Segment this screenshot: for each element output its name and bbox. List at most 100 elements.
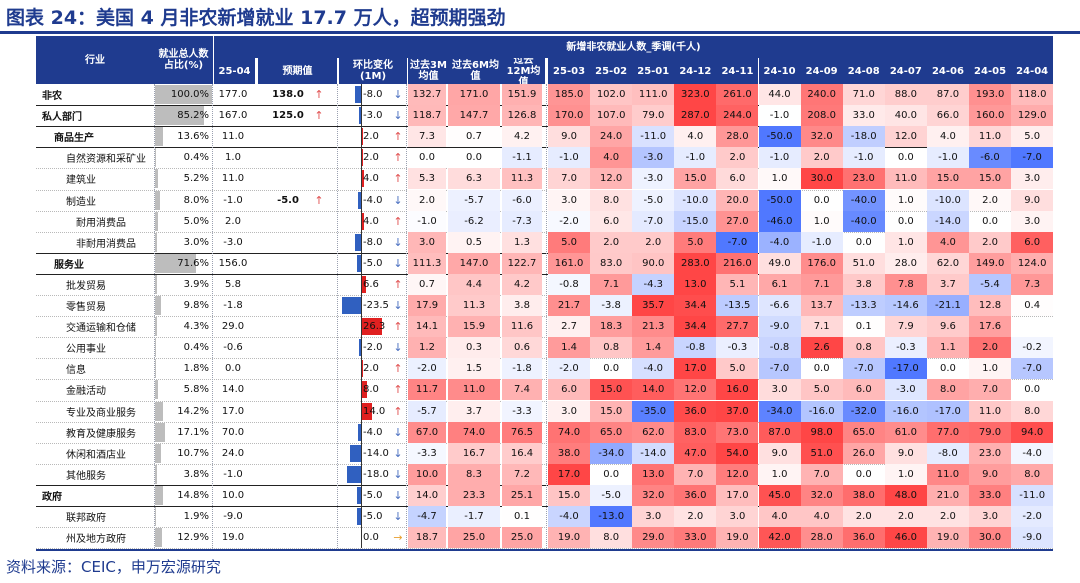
forecast-arrow	[312, 274, 326, 295]
forecast-value	[268, 506, 308, 527]
mom-bar	[357, 191, 361, 209]
share-value: 3.8%	[183, 468, 209, 480]
month-value: 129.0	[1011, 105, 1054, 127]
month-value: 32.0	[632, 484, 675, 506]
actual-value: -9.0	[223, 511, 243, 523]
share-value: 13.6%	[177, 131, 209, 143]
header-mom: 环比变化 (1M)	[339, 58, 407, 84]
employment-table: 行业 就业总人数占比(%) 新增非农就业人数_季调(千人) 25-04 预期值 环比变化 …	[36, 36, 1054, 552]
share-value: 8.0%	[183, 194, 209, 206]
avg6-value: -5.7	[448, 189, 500, 211]
mom-arrow: ↓	[393, 88, 403, 102]
mom-arrow: ↓	[393, 341, 403, 355]
month-value: -50.0	[758, 189, 801, 211]
month-value: 3.8	[842, 273, 885, 295]
forecast-arrow	[312, 443, 326, 464]
avg6-value: 74.0	[448, 421, 500, 443]
forecast-arrow	[312, 316, 326, 337]
mom-arrow: ↑	[393, 277, 403, 291]
forecast-arrow	[312, 211, 326, 232]
month-value: 6.0	[548, 379, 591, 401]
month-value: -40.0	[842, 189, 885, 211]
month-value: -3.0	[884, 379, 927, 401]
avg12-value: 3.8	[502, 295, 542, 317]
mom-arrow: ↑	[393, 130, 403, 144]
header-month: 24-09	[800, 58, 843, 84]
row-divider	[36, 548, 1053, 550]
header-group: 新增非农就业人数_季调(千人)	[214, 36, 1053, 58]
share-bar	[155, 528, 163, 548]
mom-arrow: ↓	[393, 467, 403, 481]
month-value: 3.7	[926, 273, 969, 295]
month-value: 7.3	[1011, 273, 1054, 295]
mom-arrow: ↑	[393, 404, 403, 418]
month-value: 62.0	[926, 252, 969, 274]
mom-value: -2.0	[363, 342, 383, 354]
avg6-value: -6.2	[448, 210, 500, 232]
month-value: 3.0	[1011, 168, 1054, 190]
mom-value: -5.0	[363, 489, 383, 501]
header-actual: 25-04	[214, 58, 255, 84]
month-value: 19.0	[548, 527, 591, 549]
month-value: 74.0	[548, 421, 591, 443]
mom-arrow: ↓	[393, 510, 403, 524]
row-label: 批发贸易	[66, 280, 106, 292]
month-value: -7.0	[842, 358, 885, 380]
month-value: 51.0	[800, 442, 843, 464]
month-value: 21.3	[632, 316, 675, 338]
month-value: 24.0	[590, 126, 633, 148]
month-value: 0.0	[813, 363, 830, 375]
month-value: 8.0	[926, 379, 969, 401]
month-value: 9.0	[969, 463, 1012, 485]
month-value: 0.8	[842, 337, 885, 359]
header-month: 24-11	[716, 58, 759, 84]
month-value	[1011, 316, 1053, 337]
month-value: 6.1	[758, 273, 801, 295]
share-value: 85.2%	[177, 110, 209, 122]
mom-arrow: ↓	[393, 488, 403, 502]
month-value: 11.0	[926, 463, 969, 485]
month-value: -46.0	[758, 210, 801, 232]
month-value: 7.8	[884, 273, 927, 295]
month-value: -13.0	[590, 506, 633, 528]
forecast-value	[268, 337, 308, 358]
row-divider	[36, 506, 1053, 507]
month-value: 161.0	[548, 252, 591, 274]
month-value: 3.0	[632, 506, 675, 528]
month-value: 15.0	[548, 484, 591, 506]
mom-bar	[361, 381, 368, 399]
row-label: 耐用消费品	[76, 217, 126, 229]
mom-value: -8.0	[363, 89, 383, 101]
share-bar	[155, 380, 159, 400]
month-value: 88.0	[884, 84, 927, 106]
month-value: 6.0	[590, 210, 633, 232]
month-value: 185.0	[548, 84, 591, 106]
actual-value: 17.0	[221, 405, 245, 417]
actual-value: 2.0	[225, 215, 241, 227]
actual-value: 1.0	[225, 152, 241, 164]
month-value: 283.0	[674, 252, 717, 274]
share-bar	[155, 85, 212, 105]
month-value: 5.0	[800, 379, 843, 401]
avg3-value: -5.7	[408, 400, 446, 422]
mom-bar	[361, 318, 383, 336]
month-value: 15.0	[590, 379, 633, 401]
share-bar	[155, 296, 161, 316]
month-value: 107.0	[590, 105, 633, 127]
mom-bar	[361, 275, 367, 293]
mom-bar	[361, 212, 365, 230]
month-value: -3.8	[590, 295, 633, 317]
month-value: -10.0	[926, 189, 969, 211]
month-value: -10.0	[674, 189, 717, 211]
column-divider	[212, 84, 213, 549]
mom-zero-axis	[361, 84, 362, 549]
row-divider	[36, 527, 1053, 529]
actual-value: 14.0	[221, 384, 245, 396]
header-month: 24-05	[969, 58, 1012, 84]
month-value: -5.4	[969, 273, 1012, 295]
avg6-value: 0.5	[448, 231, 500, 253]
forecast-value: 138.0	[272, 89, 304, 101]
avg6-value: 147.7	[448, 105, 500, 127]
month-value: 2.6	[800, 337, 843, 359]
mom-bar	[361, 170, 365, 188]
